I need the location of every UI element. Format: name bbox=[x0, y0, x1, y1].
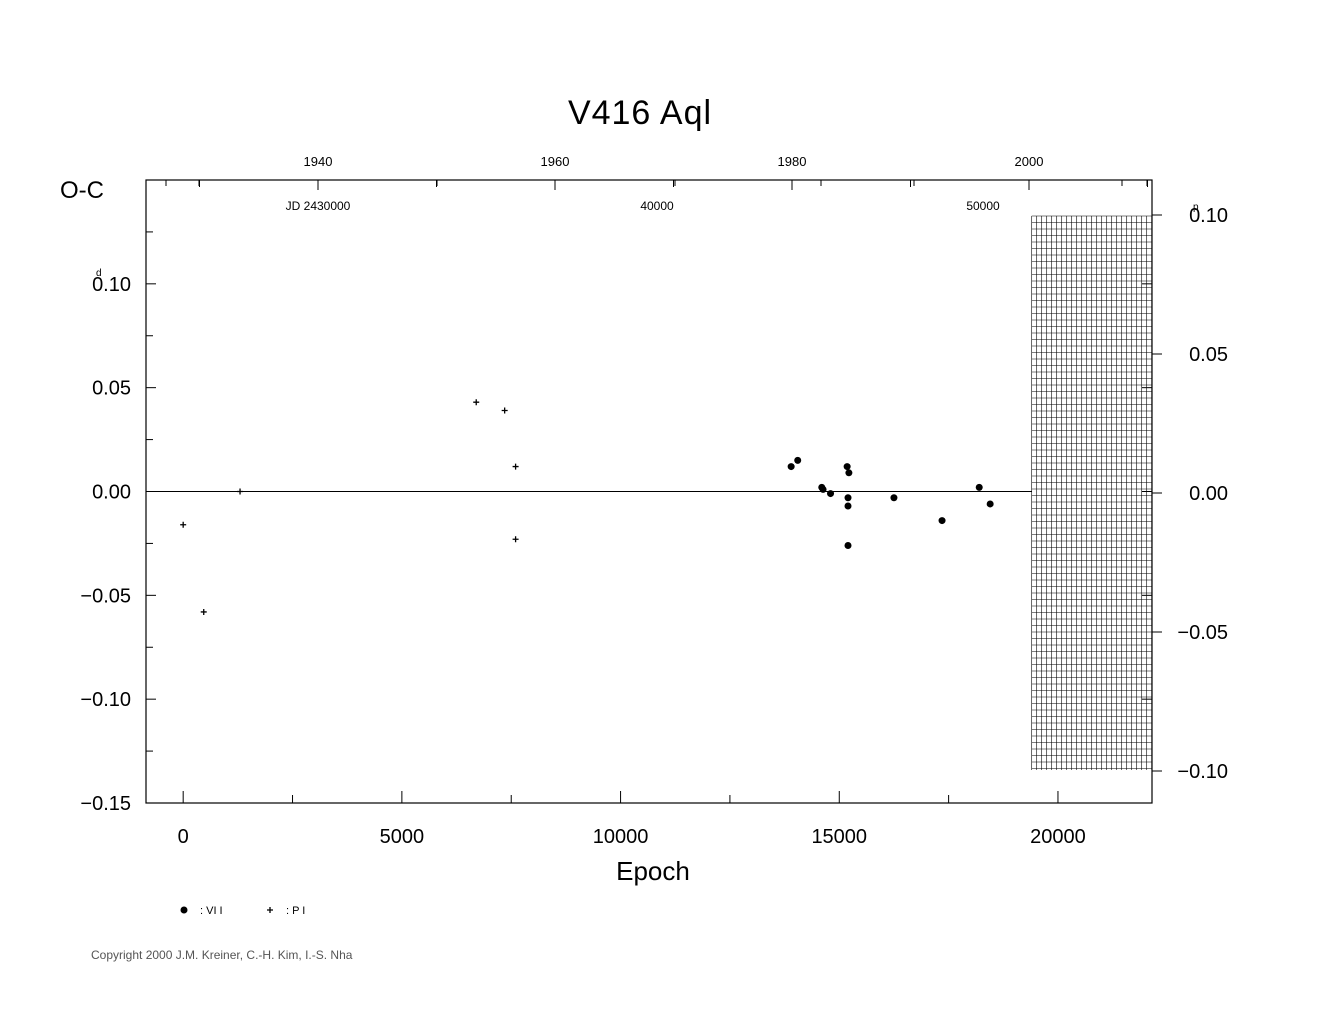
axis-ticks: 0.10 0.05 0.00 −0.05 −0.10 −0.15 0.10 0.05 0.00 −… bbox=[80, 154, 1228, 848]
data-point-pi bbox=[200, 608, 207, 615]
data-point-pi bbox=[512, 536, 519, 543]
data-point-pi bbox=[501, 407, 508, 414]
data-point-vi bbox=[975, 483, 983, 491]
right-tick-label: −0.10 bbox=[1177, 761, 1228, 783]
x-tick-label: 10000 bbox=[593, 826, 649, 848]
jd-label: 50000 bbox=[966, 199, 1000, 213]
legend-marker-dot bbox=[180, 906, 188, 914]
jd-label: 40000 bbox=[640, 199, 674, 213]
y-axis-unit-right: p bbox=[1193, 202, 1199, 213]
right-tick-label: 0.00 bbox=[1189, 483, 1228, 505]
data-point-vi bbox=[844, 541, 852, 549]
data-point-vi bbox=[787, 463, 795, 471]
year-tick-label: 1980 bbox=[778, 154, 807, 169]
data-point-pi bbox=[512, 463, 519, 470]
data-point-vi bbox=[844, 494, 852, 502]
x-tick-label: 15000 bbox=[811, 826, 867, 848]
chart-title: V416 Aql bbox=[568, 94, 712, 132]
legend-marker-plus bbox=[267, 907, 273, 913]
data-point-vi bbox=[827, 490, 835, 498]
data-point-pi bbox=[180, 521, 187, 528]
year-tick-label: 1940 bbox=[304, 154, 333, 169]
y-tick-label: 0.00 bbox=[92, 482, 131, 504]
jd-label: JD 2430000 bbox=[286, 199, 351, 213]
data-point-vi bbox=[843, 463, 851, 471]
y-axis-label: O-C bbox=[60, 177, 104, 204]
data-point-vi bbox=[986, 500, 994, 508]
legend: : VI I : P I bbox=[180, 905, 305, 917]
y-tick-label: 0.10 bbox=[92, 274, 131, 296]
data-point-vi bbox=[794, 456, 802, 464]
x-tick-label: 5000 bbox=[380, 826, 425, 848]
data-point-vi bbox=[890, 494, 898, 502]
legend-label: : P I bbox=[286, 905, 305, 917]
data-point-pi bbox=[237, 488, 244, 495]
x-axis-label: Epoch bbox=[616, 856, 690, 886]
right-tick-label: −0.05 bbox=[1177, 622, 1228, 644]
data-point-vi bbox=[938, 517, 946, 525]
data-point-vi bbox=[819, 485, 827, 493]
y-axis-unit-left: d bbox=[96, 268, 102, 279]
right-tick-label: 0.05 bbox=[1189, 344, 1228, 366]
axes bbox=[145, 179, 1153, 804]
legend-label: : VI I bbox=[200, 905, 223, 917]
data-point-vi bbox=[844, 502, 852, 510]
right-tick-label: 0.10 bbox=[1189, 205, 1228, 227]
year-tick-label: 2000 bbox=[1015, 154, 1044, 169]
y-tick-label: −0.15 bbox=[80, 793, 131, 815]
hatched-region bbox=[1031, 215, 1153, 770]
y-tick-label: −0.10 bbox=[80, 689, 131, 711]
year-tick-label: 1960 bbox=[541, 154, 570, 169]
data-marks bbox=[180, 399, 994, 615]
x-tick-label: 20000 bbox=[1030, 826, 1086, 848]
y-tick-label: 0.05 bbox=[92, 378, 131, 400]
data-point-pi bbox=[473, 399, 480, 406]
copyright-text: Copyright 2000 J.M. Kreiner, C.-H. Kim, … bbox=[91, 948, 353, 962]
chart-plot: V416 Aql O-C d p Epoch 0.10 0.05 0.00 −0.05… bbox=[60, 94, 1228, 917]
data-point-vi bbox=[845, 469, 853, 477]
x-tick-label: 0 bbox=[178, 826, 189, 848]
y-tick-label: −0.05 bbox=[80, 585, 131, 607]
